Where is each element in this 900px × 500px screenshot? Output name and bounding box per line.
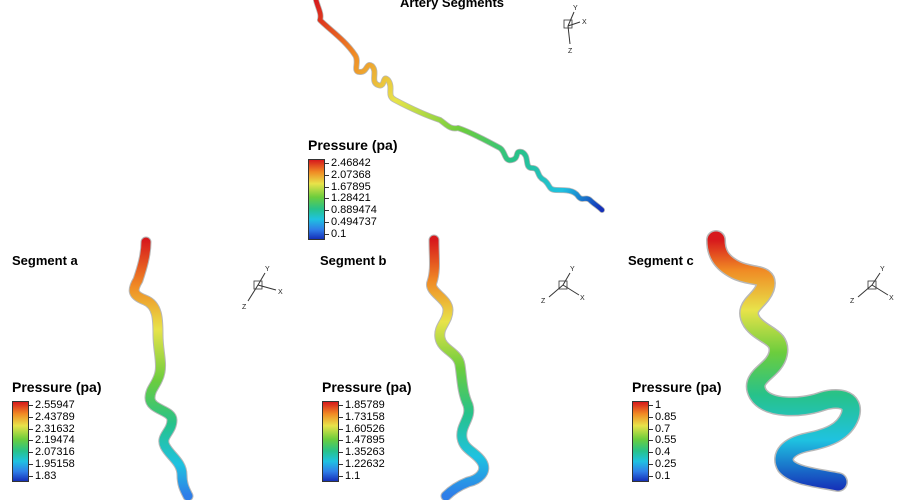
- axis-y-label: Y: [880, 266, 885, 273]
- legend-tick-label: 0.494737: [331, 216, 377, 228]
- legend-tick-label: 2.19474: [35, 434, 75, 447]
- legend-tick-label: 0.889474: [331, 204, 377, 217]
- legend-tick-label: 2.07316: [35, 446, 75, 459]
- legend-tick: [28, 440, 33, 442]
- legend-tick: [648, 452, 653, 454]
- legend-tick-label: 1.47895: [345, 434, 385, 447]
- legend-tick-label: 2.43789: [35, 410, 75, 423]
- legend-tick-label: 1.83: [35, 469, 57, 482]
- legend-tick: [28, 464, 33, 465]
- legend-tick-label: 0.25: [655, 458, 677, 470]
- legend-tick-label: 1.28421: [331, 192, 371, 205]
- legend-tick-label: 1.85789: [345, 399, 385, 411]
- legend-tick-label: 0.1: [331, 227, 347, 240]
- axis-z-label: Z: [568, 48, 573, 55]
- legend-tick-label: 2.31632: [35, 422, 75, 435]
- legend-color-bar: [632, 401, 649, 482]
- segment-a-artery: [128, 236, 194, 500]
- legend-tick: [324, 174, 329, 176]
- legend-tick-label: 1.60526: [345, 422, 385, 435]
- legend-segment-c: Pressure (pa) 1 0.85 0.7 0.55 0.4 0.25 0.1: [632, 379, 732, 486]
- axis-triad-c: Y X Z: [850, 266, 894, 305]
- legend-title: Pressure (pa): [12, 379, 102, 395]
- legend-tick: [324, 163, 329, 164]
- axis-triad-main: Y X Z: [563, 5, 587, 55]
- axis-y-label: Y: [573, 5, 578, 12]
- legend-tick-label: 2.55947: [35, 399, 75, 411]
- legend-title: Pressure (pa): [308, 137, 398, 153]
- legend-color-bar: [12, 401, 29, 482]
- legend-tick-label: 1.1: [345, 469, 361, 482]
- axis-x-label: X: [582, 19, 587, 26]
- legend-tick-label: 0.55: [655, 434, 677, 447]
- legend-tick: [648, 405, 653, 406]
- axis-y-label: Y: [570, 266, 575, 273]
- legend-body: 1.85789 1.73158 1.60526 1.47895 1.35263 1.226…: [322, 397, 422, 486]
- legend-tick: [324, 233, 329, 235]
- legend-color-bar: [322, 401, 339, 482]
- legend-tick: [338, 464, 343, 465]
- main-title: Artery Segments: [400, 0, 505, 10]
- legend-tick: [338, 416, 343, 418]
- legend-tick: [648, 416, 653, 418]
- legend-tick: [648, 428, 653, 430]
- axis-x-label: X: [278, 289, 283, 296]
- legend-tick: [28, 452, 33, 454]
- segment-a-title: Segment a: [12, 253, 78, 268]
- legend-title: Pressure (pa): [322, 379, 412, 395]
- legend-segment-a: Pressure (pa) 2.55947 2.43789 2.31632 2.194…: [12, 379, 112, 486]
- legend-tick-label: 1: [655, 399, 662, 411]
- axis-x-label: X: [580, 295, 585, 302]
- legend-tick-label: 0.85: [655, 410, 677, 423]
- legend-tick: [28, 428, 33, 430]
- segment-c-artery: [706, 230, 861, 492]
- main-artery: [313, 0, 605, 213]
- legend-tick-label: 1.35263: [345, 446, 385, 459]
- legend-tick-label: 1.73158: [345, 410, 385, 423]
- legend-tick: [324, 222, 329, 223]
- axis-z-label: Z: [242, 304, 247, 311]
- legend-tick: [338, 428, 343, 430]
- legend-tick: [324, 186, 329, 188]
- legend-tick: [28, 475, 33, 477]
- legend-tick-label: 2.07368: [331, 168, 371, 181]
- axis-z-label: Z: [850, 298, 855, 305]
- legend-tick-label: 0.1: [655, 469, 671, 482]
- segment-c-title: Segment c: [628, 253, 694, 268]
- legend-tick-label: 1.22632: [345, 458, 385, 470]
- legend-tick: [338, 405, 343, 406]
- axis-x-label: X: [889, 295, 894, 302]
- legend-tick: [338, 452, 343, 454]
- legend-tick: [324, 210, 329, 212]
- legend-title: Pressure (pa): [632, 379, 722, 395]
- legend-tick: [648, 440, 653, 442]
- legend-tick-label: 2.46842: [331, 157, 371, 169]
- legend-tick-label: 0.4: [655, 446, 671, 459]
- legend-main: Pressure (pa) 2.46842 2.07368 1.67895 1.284…: [308, 137, 408, 244]
- legend-tick-label: 1.67895: [331, 180, 371, 193]
- legend-body: 2.55947 2.43789 2.31632 2.19474 2.07316 1.951…: [12, 397, 112, 486]
- legend-segment-b: Pressure (pa) 1.85789 1.73158 1.60526 1.478…: [322, 379, 422, 486]
- legend-tick: [324, 198, 329, 200]
- axis-z-label: Z: [541, 298, 546, 305]
- legend-tick: [648, 475, 653, 477]
- legend-tick-label: 1.95158: [35, 458, 75, 470]
- segment-b-artery: [426, 234, 490, 500]
- legend-tick: [338, 440, 343, 442]
- legend-tick: [28, 416, 33, 418]
- axis-triad-a: Y X Z: [242, 266, 283, 311]
- legend-tick-label: 0.7: [655, 422, 671, 435]
- segment-b-title: Segment b: [320, 253, 387, 268]
- axis-y-label: Y: [265, 266, 270, 273]
- legend-tick: [28, 405, 33, 406]
- legend-tick: [338, 475, 343, 477]
- legend-tick: [648, 464, 653, 465]
- legend-body: 2.46842 2.07368 1.67895 1.28421 0.889474 0.49…: [308, 155, 408, 244]
- legend-color-bar: [308, 159, 325, 240]
- axis-triad-b: Y X Z: [541, 266, 585, 305]
- legend-body: 1 0.85 0.7 0.55 0.4 0.25 0.1: [632, 397, 732, 486]
